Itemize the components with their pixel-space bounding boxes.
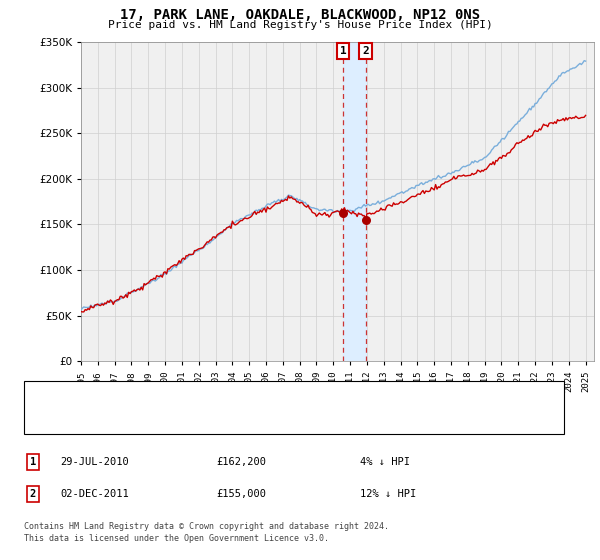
Text: 17, PARK LANE, OAKDALE, BLACKWOOD, NP12 0NS (detached house): 17, PARK LANE, OAKDALE, BLACKWOOD, NP12 … bbox=[66, 391, 419, 401]
Text: HPI: Average price, detached house, Caerphilly: HPI: Average price, detached house, Caer… bbox=[66, 414, 336, 424]
Text: Price paid vs. HM Land Registry's House Price Index (HPI): Price paid vs. HM Land Registry's House … bbox=[107, 20, 493, 30]
Text: 4% ↓ HPI: 4% ↓ HPI bbox=[360, 457, 410, 467]
Bar bbox=[343, 42, 365, 361]
Text: £162,200: £162,200 bbox=[216, 457, 266, 467]
Text: 29-JUL-2010: 29-JUL-2010 bbox=[60, 457, 129, 467]
Text: £155,000: £155,000 bbox=[216, 489, 266, 499]
Point bbox=[361, 216, 370, 225]
Text: ——: —— bbox=[36, 389, 51, 402]
Text: This data is licensed under the Open Government Licence v3.0.: This data is licensed under the Open Gov… bbox=[24, 534, 329, 543]
Point bbox=[338, 209, 347, 218]
Text: 2: 2 bbox=[362, 46, 369, 56]
Text: 12% ↓ HPI: 12% ↓ HPI bbox=[360, 489, 416, 499]
Text: 1: 1 bbox=[340, 46, 346, 56]
Text: 17, PARK LANE, OAKDALE, BLACKWOOD, NP12 0NS: 17, PARK LANE, OAKDALE, BLACKWOOD, NP12 … bbox=[120, 8, 480, 22]
Text: 2: 2 bbox=[30, 489, 36, 499]
Text: ——: —— bbox=[36, 413, 51, 426]
Text: 02-DEC-2011: 02-DEC-2011 bbox=[60, 489, 129, 499]
Text: 1: 1 bbox=[30, 457, 36, 467]
Text: Contains HM Land Registry data © Crown copyright and database right 2024.: Contains HM Land Registry data © Crown c… bbox=[24, 522, 389, 531]
